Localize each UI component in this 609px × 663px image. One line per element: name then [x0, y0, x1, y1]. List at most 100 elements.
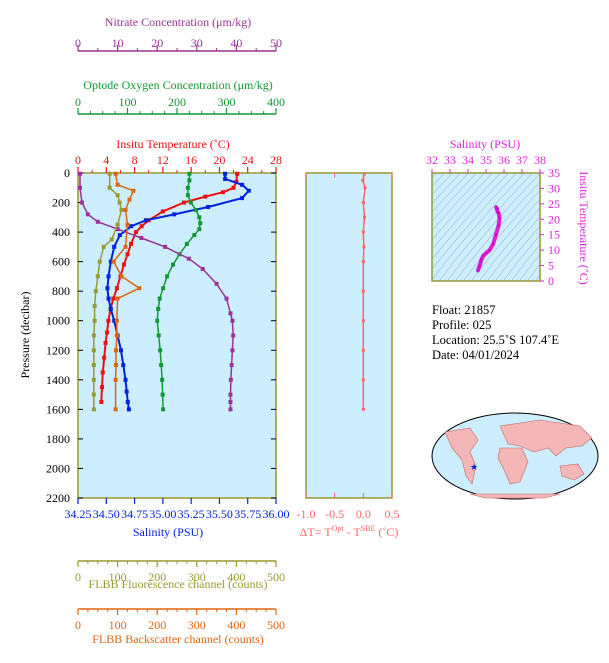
- temperature-point: [104, 330, 109, 335]
- fluorescence-point: [115, 222, 120, 227]
- ts-temperature-axis-label: Insitu Temperature (˚C): [577, 171, 591, 285]
- temperature-point: [100, 370, 105, 375]
- temperature-point: [99, 399, 104, 404]
- temperature-line: [100, 173, 239, 403]
- backscatter-axis-label: FLBB Backscatter channel (counts): [92, 632, 264, 646]
- ts-density-contour: [502, 234, 540, 281]
- salinity-point: [108, 306, 113, 311]
- oxygen-point: [171, 262, 176, 267]
- salinity-tick-label: 36.00: [263, 507, 290, 521]
- salinity-point: [206, 204, 211, 209]
- nitrate-point: [230, 318, 235, 323]
- nitrate-point: [77, 185, 82, 190]
- ts-density-contour: [438, 173, 533, 281]
- nitrate-point: [95, 219, 100, 224]
- fluorescence-point: [115, 193, 120, 198]
- salinity-axis-label: Salinity (PSU): [133, 525, 203, 539]
- salinity-point: [123, 377, 128, 382]
- nitrate-point: [228, 399, 233, 404]
- oxygen-point: [156, 306, 161, 311]
- temperature-point: [100, 385, 105, 390]
- ts-density-contour: [518, 253, 540, 281]
- nitrate-point: [85, 212, 90, 217]
- backscatter-point: [137, 286, 142, 291]
- pressure-tick-label: 1200: [46, 343, 70, 357]
- ts-density-contour: [478, 207, 540, 281]
- delta-t-tick-label: 0.5: [385, 507, 400, 521]
- oxygen-point: [188, 200, 193, 205]
- pressure-tick-label: 2200: [46, 491, 70, 505]
- ts-point: [481, 254, 485, 258]
- temperature-point: [220, 190, 225, 195]
- map-land-africa: [497, 447, 529, 485]
- fluorescence-point: [91, 407, 96, 412]
- salinity-point: [223, 176, 228, 181]
- ts-density-contour: [462, 190, 540, 281]
- backscatter-point: [114, 363, 119, 368]
- temperature-point: [235, 171, 240, 176]
- backscatter-tick-label: 500: [267, 618, 285, 632]
- oxygen-point: [187, 178, 192, 183]
- ts-density-contour: [432, 173, 477, 222]
- salinity-point: [223, 171, 228, 176]
- fluorescence-axis: 0 100 200 300 400 500 FLBB Fluorescence chann…: [75, 560, 285, 591]
- backscatter-tick-label: 300: [188, 618, 206, 632]
- ts-temperature-tick-label: 35: [548, 166, 560, 180]
- ts-point: [484, 251, 488, 255]
- oxygen-tick-label: 100: [119, 95, 137, 109]
- ts-density-contour: [536, 163, 609, 291]
- backscatter-point: [114, 348, 119, 353]
- float-id: Float: 21857: [432, 303, 496, 317]
- nitrate-axis-label: Nitrate Concentration (μm/kg): [105, 15, 251, 29]
- nitrate-tick-label: 40: [230, 36, 242, 50]
- nitrate-tick-label: 50: [270, 36, 282, 50]
- salinity-tick-label: 35.50: [206, 507, 233, 521]
- ts-point: [497, 223, 501, 228]
- ts-point: [478, 263, 482, 268]
- ts-point: [494, 205, 498, 209]
- delta-t-tick-label: -1.0: [297, 507, 316, 521]
- delta-t-panel: [305, 172, 393, 499]
- ts-temperature-tick-label: 20: [548, 212, 560, 226]
- fluorescence-tick-label: 0: [75, 570, 81, 584]
- pressure-tick-label: 1400: [46, 373, 70, 387]
- temperature-tick-label: 0: [75, 153, 81, 167]
- fluorescence-point: [109, 237, 114, 242]
- oxygen-point: [156, 333, 161, 338]
- temperature-point: [160, 209, 165, 214]
- delta-t-point: [361, 201, 365, 205]
- temperature-point: [125, 252, 130, 257]
- oxygen-tick-label: 300: [218, 95, 236, 109]
- ts-salinity-axis-label: Salinity (PSU): [450, 137, 520, 151]
- ts-density-contour: [432, 173, 485, 231]
- temperature-tick-label: 24: [242, 153, 254, 167]
- backscatter-point: [111, 259, 116, 264]
- pressure-tick-label: 200: [52, 196, 70, 210]
- delta-t-tick-label: 0.0: [356, 507, 371, 521]
- salinity-point: [143, 218, 148, 223]
- pressure-tick-label: 600: [52, 255, 70, 269]
- oxygen-point: [165, 274, 170, 279]
- salinity-tick-label: 35.75: [234, 507, 261, 521]
- ts-temperature-tick-label: 30: [548, 181, 560, 195]
- oxygen-point: [161, 407, 166, 412]
- delta-t-point: [361, 378, 365, 382]
- oxygen-point: [187, 171, 192, 176]
- backscatter-axis: 0 100 200 300 400 500 FLBB Backscatter channe…: [75, 608, 285, 646]
- temperature-point: [231, 185, 236, 190]
- fluorescence-point: [91, 377, 96, 382]
- salinity-point: [129, 224, 134, 229]
- ts-density-contour: [494, 225, 540, 281]
- temperature-tick-label: 4: [103, 153, 109, 167]
- oxygen-axis-label: Optode Oxygen Concentration (μm/kg): [83, 78, 272, 92]
- nitrate-point: [214, 281, 219, 286]
- nitrate-axis: Nitrate Concentration (μm/kg) 0 10 20 30 40 5…: [75, 15, 282, 52]
- backscatter-point: [114, 333, 119, 338]
- temperature-point: [103, 340, 108, 345]
- fluorescence-point: [91, 363, 96, 368]
- delta-t-point: [362, 245, 366, 249]
- ts-salinity-tick-label: 36: [498, 153, 510, 167]
- backscatter-tick-label: 200: [148, 618, 166, 632]
- nitrate-tick-label: 0: [75, 36, 81, 50]
- backscatter-tick-label: 400: [227, 618, 245, 632]
